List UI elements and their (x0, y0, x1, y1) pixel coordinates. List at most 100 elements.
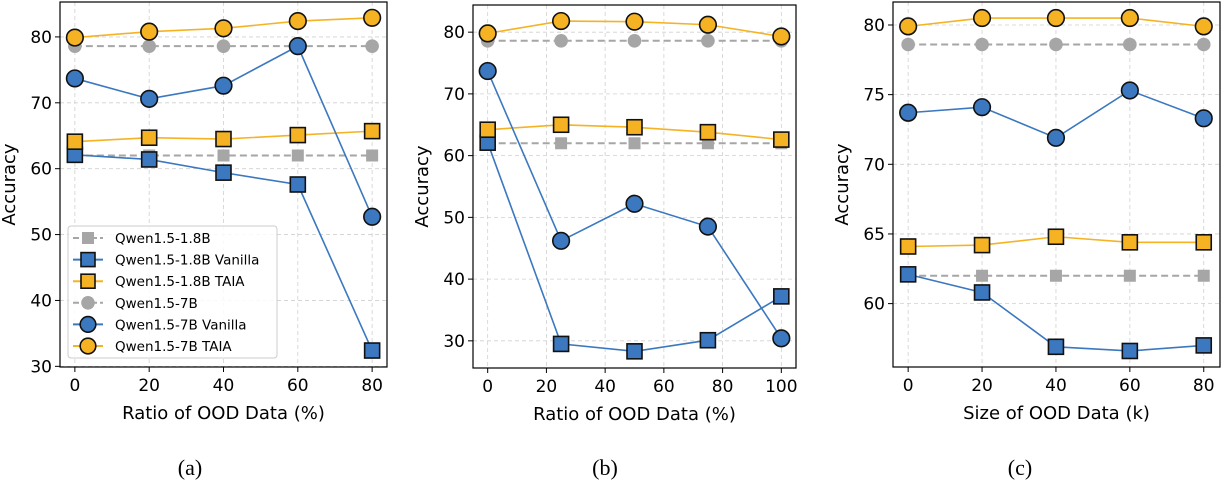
baseline-marker (1049, 37, 1063, 52)
series-qwen1-5-1-8b (68, 149, 379, 162)
plot-frame (892, 1, 1221, 368)
legend-label: Qwen1.5-7B TAIA (115, 339, 232, 355)
series-qwen1-5-1-8b-vanilla (66, 146, 381, 359)
plot-frame (472, 4, 797, 369)
baseline-marker (976, 269, 989, 282)
data-point (972, 98, 992, 117)
legend-label: Qwen1.5-1.8B TAIA (115, 274, 245, 290)
series-qwen1-5-7b-vanilla (65, 37, 382, 226)
data-point (551, 231, 571, 250)
x-tick-label: 40 (1045, 376, 1067, 396)
legend-label: Qwen1.5-7B (115, 296, 198, 312)
baseline-marker (627, 34, 642, 48)
legend-label: Qwen1.5-1.8B (115, 231, 211, 247)
legend-marker (80, 251, 96, 268)
data-point (363, 207, 382, 226)
series-qwen1-5-1-8b-taia (899, 228, 1213, 255)
baseline-marker (901, 37, 915, 52)
baseline-marker (1196, 37, 1211, 52)
x-tick-label: 40 (594, 377, 616, 397)
x-tick-label: 20 (971, 376, 993, 396)
y-tick-label: 70 (30, 94, 52, 114)
data-point (215, 164, 232, 181)
x-tick-label: 20 (536, 377, 558, 397)
data-point (973, 284, 991, 301)
baseline-marker (628, 137, 641, 150)
series-qwen1-5-7b (901, 37, 1211, 52)
data-point (625, 12, 644, 31)
y-tick-label: 80 (443, 23, 465, 43)
series-qwen1-5-7b-taia (65, 8, 382, 47)
y-tick-label: 30 (30, 357, 52, 377)
data-point (699, 123, 717, 141)
data-point (1046, 8, 1066, 28)
series-qwen1-5-7b-vanilla (478, 61, 791, 348)
chart-panel-c: 0 20 40 60 80 60 65 70 75 80 Size of OOD Data (k) A… (832, 1, 1221, 424)
data-point (1047, 338, 1065, 356)
legend-item: Qwen1.5-1.8B Vanilla (73, 251, 259, 269)
baseline-marker (1123, 269, 1136, 282)
data-point (1121, 342, 1139, 360)
legend: Qwen1.5-1.8B Qwen1.5-1.8B Vanilla Qwen1.5-… (67, 225, 278, 359)
x-tick-label: 0 (903, 376, 914, 396)
baseline-marker (216, 39, 231, 53)
caption-c: (c) (1008, 455, 1032, 480)
baseline-marker (291, 149, 304, 162)
data-point (1194, 17, 1213, 36)
data-point (626, 118, 643, 136)
x-tick-label: 80 (712, 377, 734, 397)
data-point (972, 8, 992, 28)
data-point (478, 24, 497, 43)
data-point (899, 238, 917, 255)
data-point (289, 126, 307, 144)
data-point (1194, 109, 1213, 128)
data-point (1120, 8, 1139, 28)
legend-marker (80, 273, 96, 290)
data-point (551, 11, 571, 31)
data-point (479, 121, 496, 139)
data-point (773, 131, 790, 148)
data-point (1121, 234, 1139, 251)
baseline-marker (365, 39, 379, 53)
legend-marker (79, 315, 97, 334)
y-tick-label: 80 (30, 28, 52, 48)
series-qwen1-5-1-8b (481, 137, 788, 150)
y-tick-label: 80 (863, 16, 885, 36)
series-qwen1-5-1-8b (902, 269, 1210, 282)
x-axis-label: Size of OOD Data (k) (963, 403, 1150, 424)
data-point (214, 76, 233, 95)
series-qwen1-5-1-8b-vanilla (899, 266, 1213, 360)
data-point (552, 116, 570, 134)
legend-item: Qwen1.5-7B TAIA (73, 337, 232, 355)
data-point (625, 194, 644, 213)
data-point (140, 151, 158, 168)
data-point (215, 130, 232, 148)
series-qwen1-5-7b-taia (899, 8, 1213, 36)
x-tick-label: 100 (765, 377, 797, 397)
data-point (65, 69, 84, 88)
y-tick-label: 65 (863, 225, 885, 245)
caption-a: (a) (178, 455, 202, 480)
data-point (363, 342, 381, 359)
data-point (289, 176, 307, 193)
data-point (973, 236, 991, 254)
baseline-marker (217, 149, 230, 162)
x-axis-label: Ratio of OOD Data (%) (122, 403, 325, 424)
data-point (363, 8, 382, 27)
x-tick-label: 60 (287, 376, 309, 396)
chart-panel-b: 0 20 40 60 80 100 30 40 50 60 70 80 Ratio of OOD Dat… (412, 4, 798, 425)
x-tick-label: 0 (482, 377, 493, 397)
legend-marker (79, 337, 97, 355)
data-point (66, 133, 84, 150)
legend-box (67, 225, 278, 359)
data-point (899, 103, 918, 122)
data-point (288, 37, 307, 56)
x-tick-label: 0 (69, 376, 80, 396)
y-tick-label: 40 (30, 291, 52, 311)
data-point (214, 19, 233, 38)
y-tick-label: 50 (443, 208, 465, 228)
legend-item: Qwen1.5-1.8B TAIA (73, 273, 245, 290)
data-point (140, 89, 159, 108)
y-axis-label: Accuracy (0, 143, 20, 226)
